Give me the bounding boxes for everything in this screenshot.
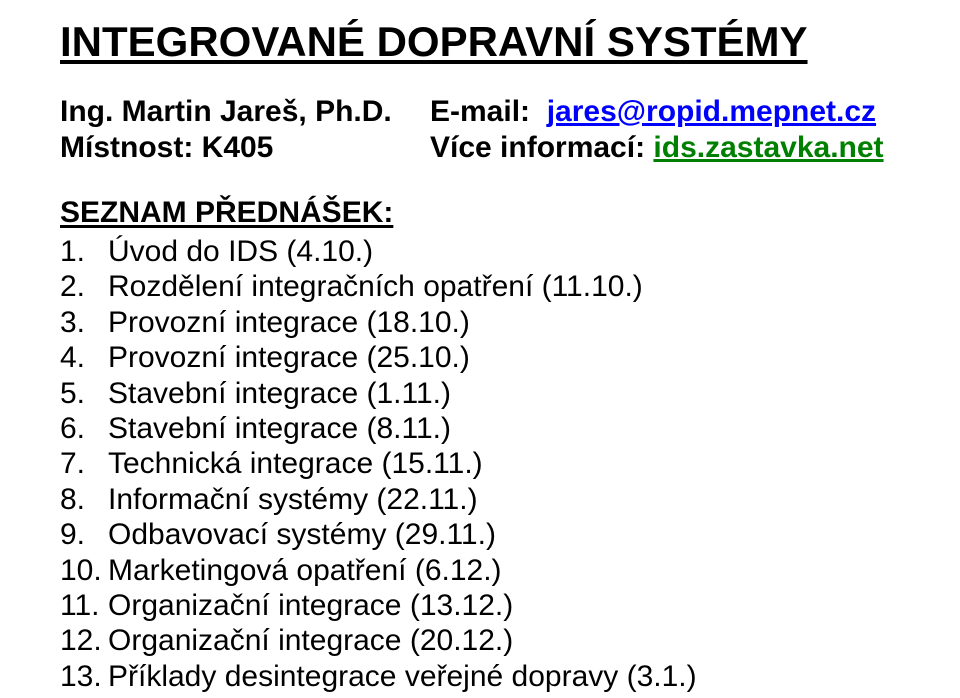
list-item-number: 5. xyxy=(60,376,108,411)
list-item-text: Příklady desintegrace veřejné dopravy (3… xyxy=(108,659,697,694)
list-item: 13.Příklady desintegrace veřejné dopravy… xyxy=(60,659,920,694)
list-item-number: 8. xyxy=(60,482,108,517)
list-item-text: Rozdělení integračních opatření (11.10.) xyxy=(108,269,643,304)
list-item-number: 13. xyxy=(60,659,108,694)
list-item: 12.Organizační integrace (20.12.) xyxy=(60,623,920,658)
info-label-text: Více informací: xyxy=(430,131,645,164)
email-link[interactable]: jares@ropid.mepnet.cz xyxy=(547,94,876,130)
list-item-text: Organizační integrace (13.12.) xyxy=(108,588,513,623)
list-item: 1.Úvod do IDS (4.10.) xyxy=(60,234,920,269)
lecture-list: 1.Úvod do IDS (4.10.)2.Rozdělení integra… xyxy=(60,234,920,694)
list-item: 8.Informační systémy (22.11.) xyxy=(60,482,920,517)
list-item: 3.Provozní integrace (18.10.) xyxy=(60,305,920,340)
meta-block: Ing. Martin Jareš, Ph.D. E-mail: jares@r… xyxy=(60,94,920,166)
list-item-number: 9. xyxy=(60,517,108,552)
email-label-text: E-mail: xyxy=(430,95,530,128)
list-item-text: Organizační integrace (20.12.) xyxy=(108,623,513,658)
list-item-number: 4. xyxy=(60,340,108,375)
meta-row-room: Místnost: K405 Více informací: ids.zasta… xyxy=(60,130,920,166)
list-item: 7.Technická integrace (15.11.) xyxy=(60,446,920,481)
list-item-number: 12. xyxy=(60,623,108,658)
list-item-text: Provozní integrace (18.10.) xyxy=(108,305,470,340)
site-link[interactable]: ids.zastavka.net xyxy=(653,130,883,166)
list-item: 2.Rozdělení integračních opatření (11.10… xyxy=(60,269,920,304)
info-label: Více informací: xyxy=(430,130,653,166)
list-item: 9.Odbavovací systémy (29.11.) xyxy=(60,517,920,552)
list-item: 10.Marketingová opatření (6.12.) xyxy=(60,553,920,588)
room-label: Místnost: K405 xyxy=(60,130,430,166)
list-item: 6.Stavební integrace (8.11.) xyxy=(60,411,920,446)
meta-row-lecturer: Ing. Martin Jareš, Ph.D. E-mail: jares@r… xyxy=(60,94,920,130)
list-item-text: Stavební integrace (8.11.) xyxy=(108,411,451,446)
list-item-text: Informační systémy (22.11.) xyxy=(108,482,478,517)
list-item-number: 1. xyxy=(60,234,108,269)
list-item-text: Odbavovací systémy (29.11.) xyxy=(108,517,496,552)
lecturer-name: Ing. Martin Jareš, Ph.D. xyxy=(60,94,430,130)
list-heading: SEZNAM PŘEDNÁŠEK: xyxy=(60,196,920,230)
list-item-number: 10. xyxy=(60,553,108,588)
list-item: 11.Organizační integrace (13.12.) xyxy=(60,588,920,623)
list-item: 5.Stavební integrace (1.11.) xyxy=(60,376,920,411)
page-title: INTEGROVANÉ DOPRAVNÍ SYSTÉMY xyxy=(60,18,920,66)
list-item-number: 11. xyxy=(60,588,108,623)
list-item: 4.Provozní integrace (25.10.) xyxy=(60,340,920,375)
email-label: E-mail: xyxy=(430,94,547,130)
list-item-number: 7. xyxy=(60,446,108,481)
list-item-number: 6. xyxy=(60,411,108,446)
list-item-number: 2. xyxy=(60,269,108,304)
list-item-number: 3. xyxy=(60,305,108,340)
list-item-text: Technická integrace (15.11.) xyxy=(108,446,483,481)
list-item-text: Úvod do IDS (4.10.) xyxy=(108,234,373,269)
list-item-text: Provozní integrace (25.10.) xyxy=(108,340,470,375)
list-item-text: Marketingová opatření (6.12.) xyxy=(108,553,502,588)
page: INTEGROVANÉ DOPRAVNÍ SYSTÉMY Ing. Martin… xyxy=(0,0,960,694)
list-item-text: Stavební integrace (1.11.) xyxy=(108,376,451,411)
